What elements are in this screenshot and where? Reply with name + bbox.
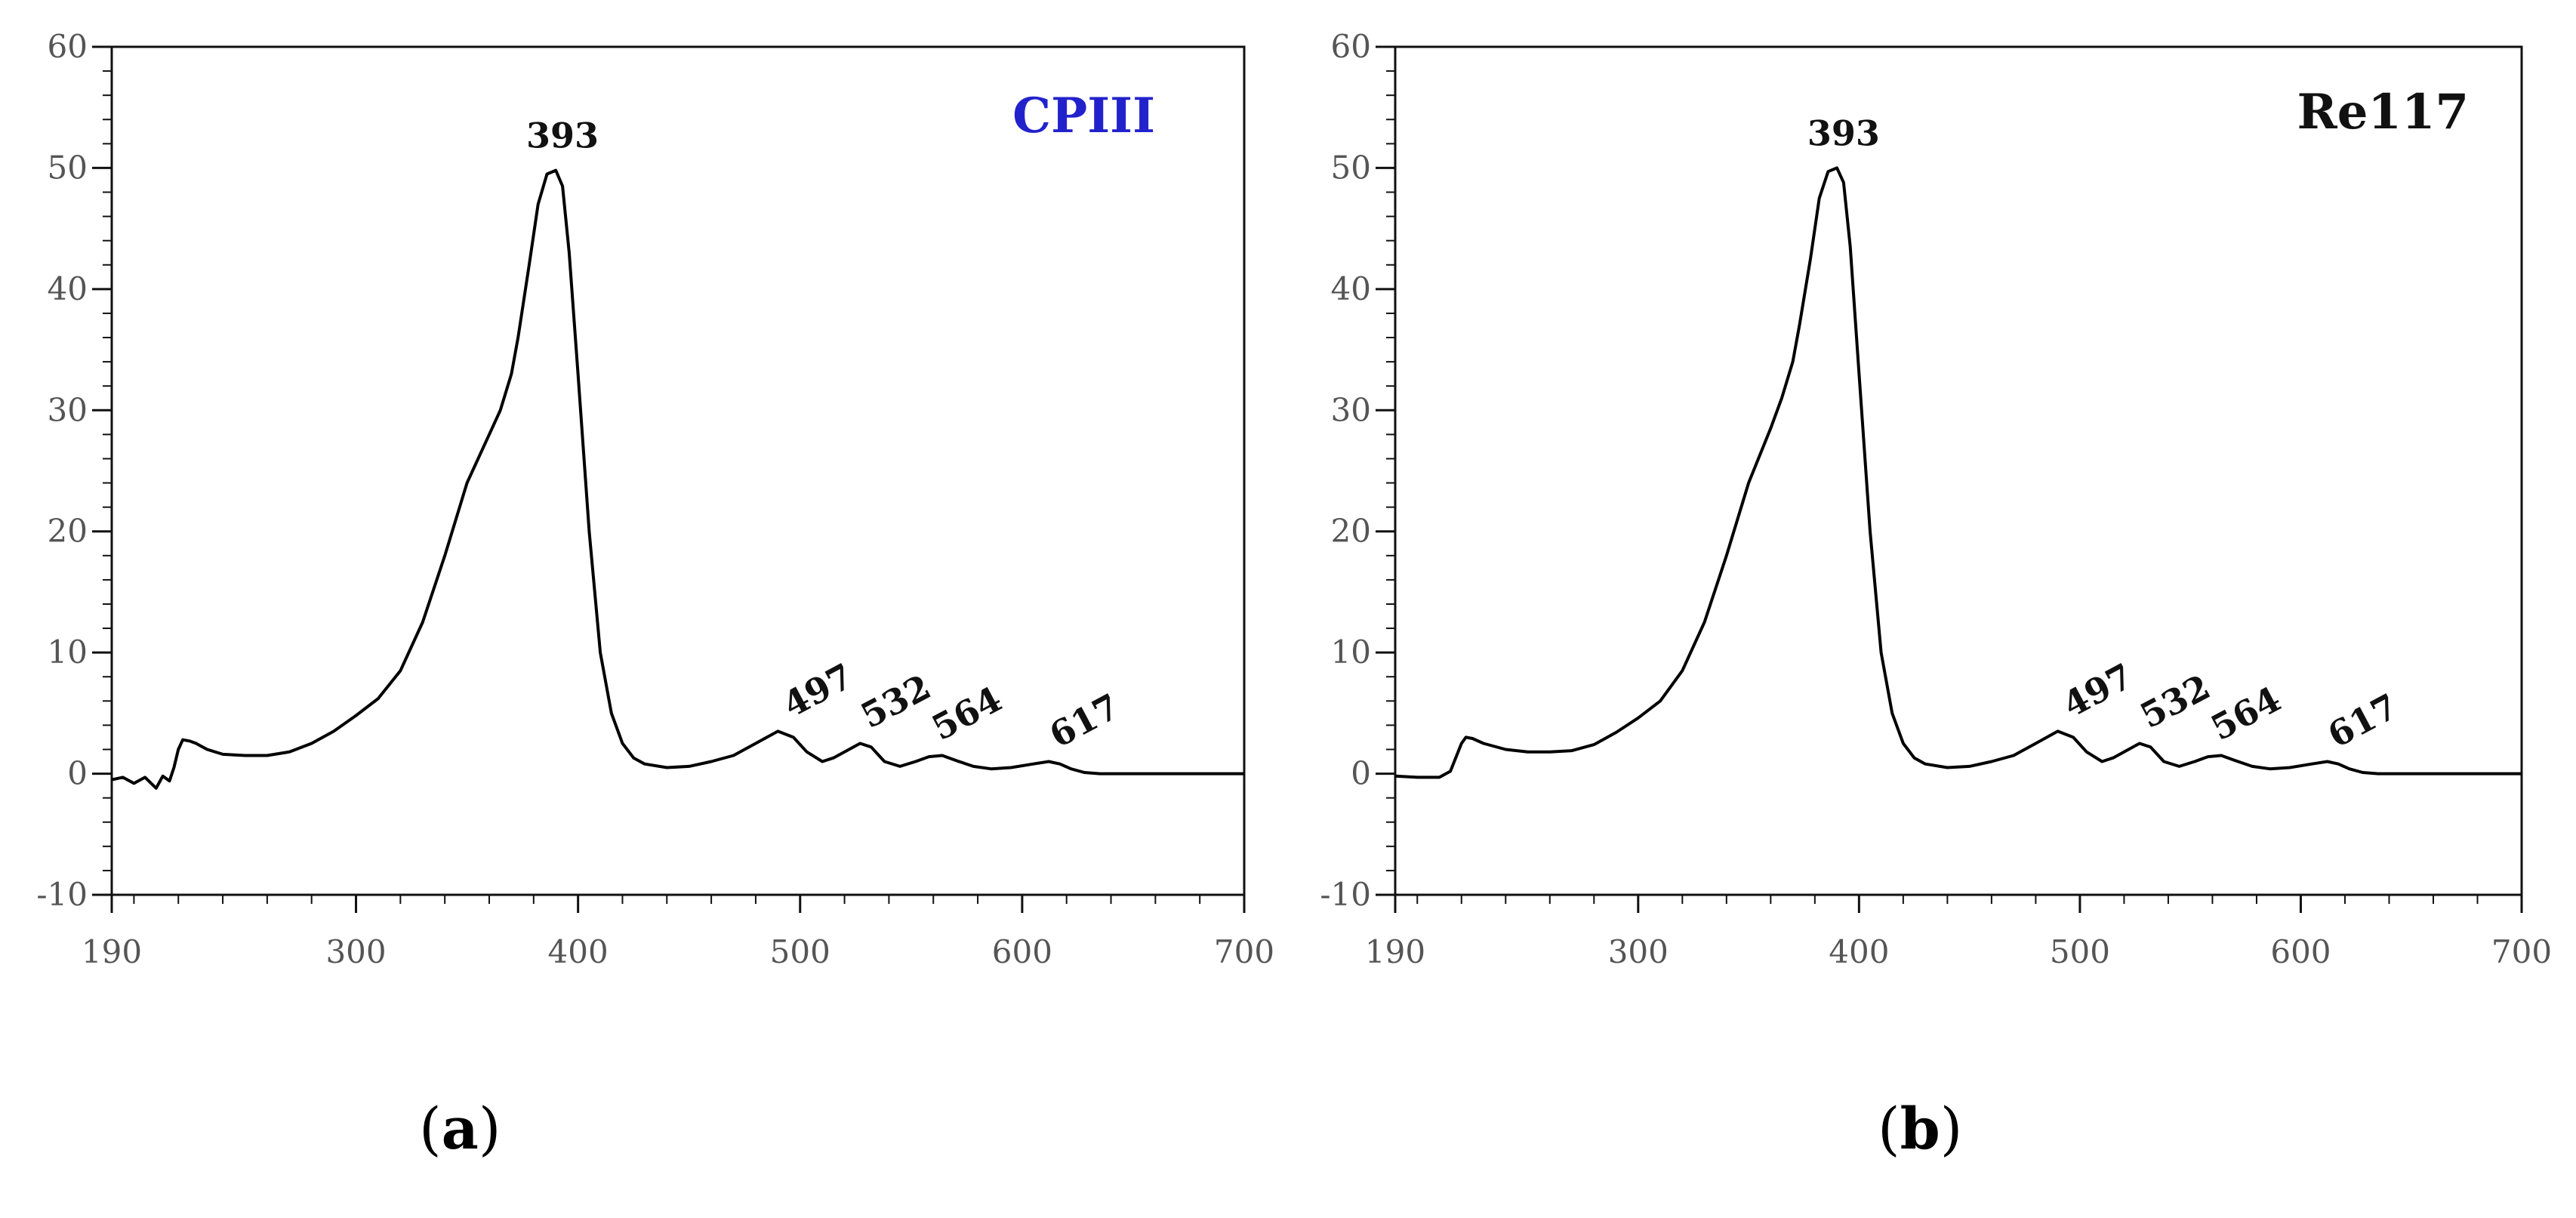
panel-a-plot-frame (110, 45, 1246, 896)
panel-b-y-tick-label: 0 (1351, 755, 1371, 792)
panel-a-chart-title: CPIII (1012, 88, 1155, 144)
panel-b-x-tick-label: 190 (1365, 933, 1425, 970)
panel-a-y-tick-label: 10 (48, 634, 88, 671)
panel-b-chart: -10 0 10 20 30 40 50 60 190 300 400 500 600 700 Re117 3… (1320, 28, 2552, 970)
panel-b-x-tick-label: 300 (1608, 933, 1669, 970)
panel-a-peak-label-393: 393 (526, 116, 599, 156)
panel-a-y-tick-label: 50 (48, 149, 88, 186)
panel-a-y-tick-label: 0 (67, 755, 88, 792)
panel-b-absorbance-line (1394, 166, 2522, 779)
panel-a-peak-label-497: 497 (776, 655, 859, 726)
panel-a-y-tick-label: -10 (36, 876, 88, 913)
panel-a-y-tick-label: 40 (48, 270, 88, 307)
panel-b-y-tick-label: -10 (1320, 876, 1371, 913)
panel-a-chart: -10 0 10 20 30 40 50 60 190 300 400 500 600 700 CPIII 3… (36, 28, 1274, 970)
panel-a-x-tick-label: 500 (770, 933, 830, 970)
panel-b-y-tick-label: 10 (1331, 634, 1371, 671)
panel-b-x-tick-label: 500 (2050, 933, 2110, 970)
panel-b-x-tick-label: 400 (1829, 933, 1889, 970)
panel-a-x-tick-label: 600 (992, 933, 1052, 970)
panel-a-x-tick-label: 190 (82, 933, 142, 970)
panel-b-peak-label-497: 497 (2057, 655, 2140, 726)
panel-b-y-tick-label: 30 (1331, 391, 1371, 428)
panel-a-y-tick-label: 20 (48, 513, 88, 550)
panel-a-x-tick-label: 700 (1214, 933, 1274, 970)
panel-a-label: a (441, 1095, 479, 1162)
panel-b-label: b (1900, 1095, 1940, 1162)
panel-b-x-tick-label: 700 (2491, 933, 2552, 970)
panel-a-y-tick-label: 30 (48, 391, 88, 428)
panel-b-y-tick-label: 50 (1331, 149, 1371, 186)
panel-b-x-tick-label: 600 (2270, 933, 2331, 970)
panel-a-y-tick-label: 60 (48, 28, 88, 65)
panel-b-y-tick-label: 60 (1331, 28, 1371, 65)
panel-b-peak-label-393: 393 (1807, 113, 1880, 153)
panel-b-caption: (b) (1878, 1095, 1963, 1162)
panel-a-caption: (a) (419, 1095, 501, 1162)
panel-b-y-tick-label: 40 (1331, 270, 1371, 307)
panel-b-chart-title: Re117 (2297, 84, 2470, 140)
panel-a-peak-label-532: 532 (854, 666, 937, 736)
panel-a-peak-label-564: 564 (925, 678, 1008, 748)
panel-b-peak-label-617: 617 (2322, 686, 2405, 756)
panel-a-peak-label-617: 617 (1043, 686, 1126, 756)
panel-b-plot-frame (1394, 45, 2523, 896)
panel-a-absorbance-line (111, 168, 1244, 790)
panel-a-x-tick-label: 400 (548, 933, 609, 970)
panel-a-x-tick-label: 300 (325, 933, 386, 970)
panel-b-y-tick-label: 20 (1331, 513, 1371, 550)
panel-b-peak-label-532: 532 (2134, 666, 2217, 736)
panel-b-peak-label-564: 564 (2205, 678, 2288, 748)
